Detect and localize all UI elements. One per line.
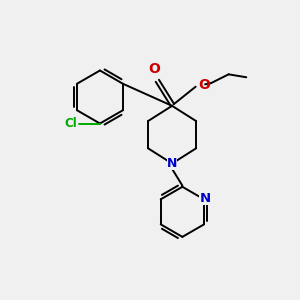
Text: O: O	[199, 78, 211, 92]
Text: N: N	[200, 192, 211, 205]
Text: O: O	[148, 62, 160, 76]
Text: N: N	[167, 157, 177, 170]
Text: Cl: Cl	[64, 117, 77, 130]
